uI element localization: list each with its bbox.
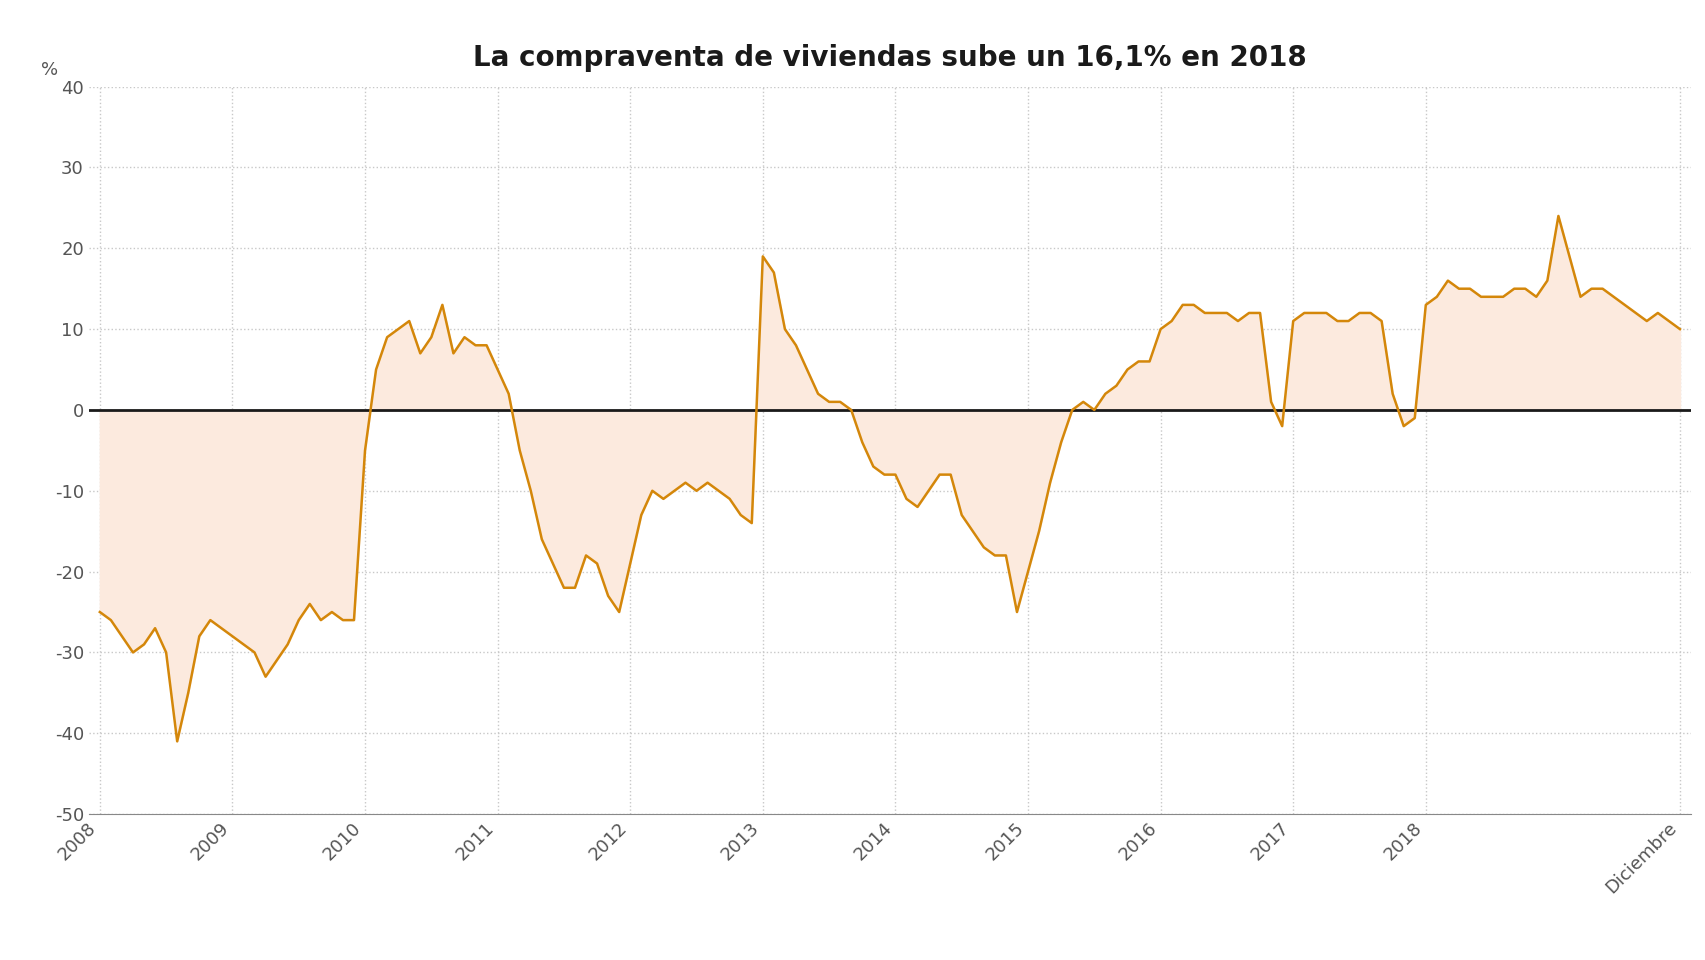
Text: %: % <box>41 61 58 80</box>
Title: La compraventa de viviendas sube un 16,1% en 2018: La compraventa de viviendas sube un 16,1… <box>472 44 1306 72</box>
